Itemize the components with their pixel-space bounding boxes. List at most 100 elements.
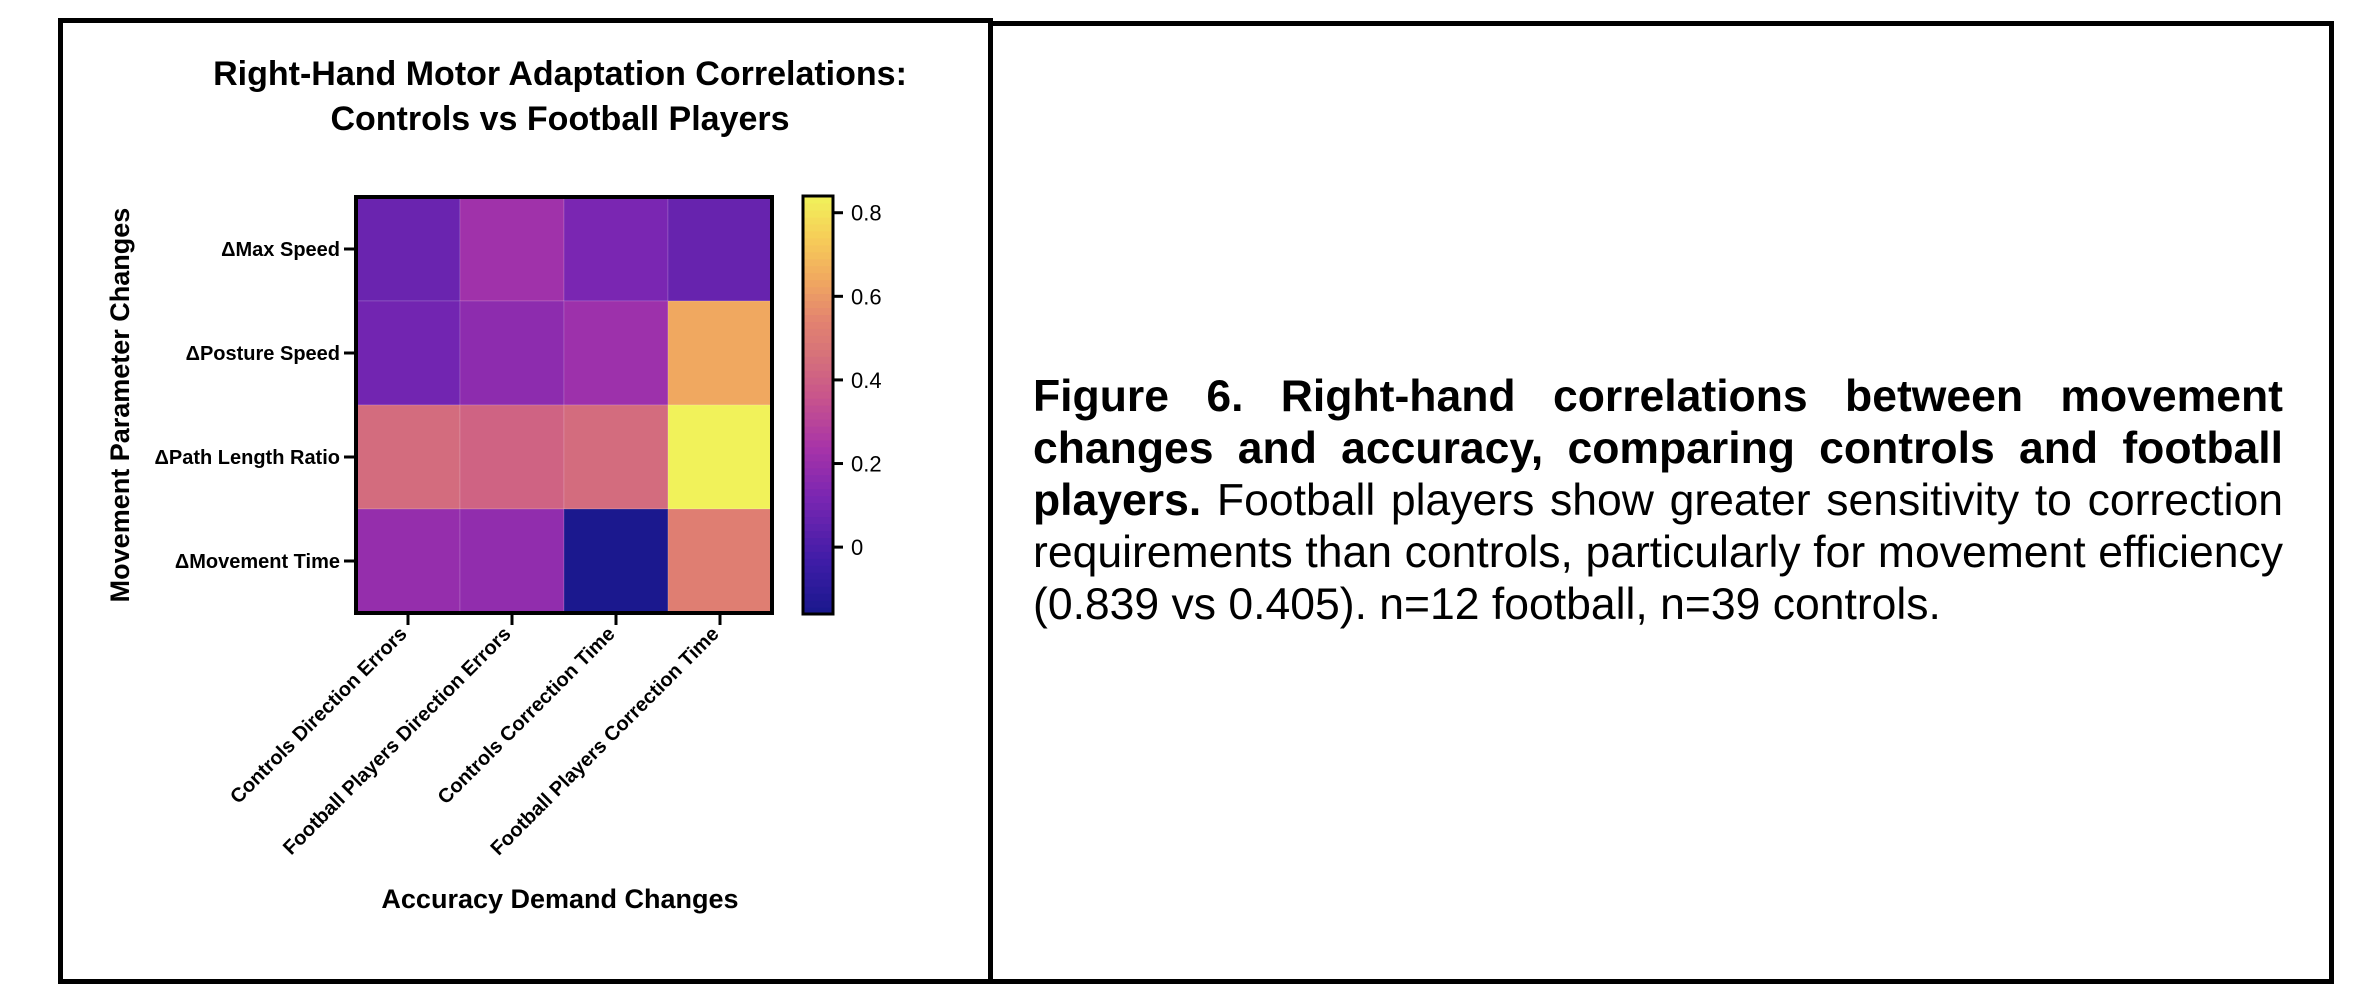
caption-text: Football players show greater sensitivit… [1033, 476, 2283, 629]
heatmap-cell [459, 508, 565, 614]
colorbar-segment [803, 558, 833, 566]
x-axis-label: Accuracy Demand Changes [381, 884, 738, 914]
colorbar-segment [803, 265, 833, 274]
colorbar-tick-label: 0.2 [851, 452, 882, 477]
colorbar-segment [803, 593, 833, 601]
colorbar-segment [803, 196, 833, 204]
colorbar-segment [803, 572, 833, 580]
heatmap-cell [459, 196, 565, 302]
chart-panel: Right-Hand Motor Adaptation Correlations… [58, 18, 993, 984]
colorbar-segment [803, 384, 833, 392]
colorbar-segment [803, 586, 833, 594]
heatmap-cell [355, 404, 461, 510]
heatmap-cell [667, 300, 773, 406]
colorbar-segment [803, 405, 833, 413]
y-tick-label: ΔPath Length Ratio [155, 447, 340, 469]
colorbar-segment [803, 530, 833, 538]
colorbar-segment [803, 370, 833, 378]
colorbar-segment [803, 279, 833, 288]
heatmap-cell [563, 404, 669, 510]
colorbar-segment [803, 314, 833, 322]
x-tick-label: Football Players Correction Time [487, 623, 724, 860]
colorbar-segment [803, 516, 833, 525]
colorbar-segment [803, 453, 833, 462]
colorbar-frame [801, 194, 835, 616]
colorbar-segment [803, 209, 833, 218]
colorbar-segment [803, 272, 833, 281]
heatmap-cell [563, 300, 669, 406]
colorbar-segment [803, 425, 833, 434]
colorbar-segment [803, 286, 833, 295]
figure-caption: Figure 6. Right-hand correlations betwee… [1033, 371, 2283, 631]
plot-frame [354, 195, 774, 615]
colorbar-segment [803, 502, 833, 511]
colorbar-segment [803, 565, 833, 573]
colorbar-tick-label: 0 [851, 535, 863, 560]
heatmap-cell [459, 300, 565, 406]
heatmap-cell [563, 508, 669, 614]
chart-title-line: Controls vs Football Players [330, 100, 789, 138]
heatmap-cell [355, 196, 461, 302]
colorbar-segment [803, 342, 833, 350]
heatmap-cell [355, 508, 461, 614]
colorbar-segment [803, 244, 833, 253]
heatmap-cell [667, 196, 773, 302]
colorbar-tick-label: 0.6 [851, 284, 882, 309]
colorbar-segment [803, 551, 833, 559]
chart-title-line: Right-Hand Motor Adaptation Correlations… [213, 55, 907, 93]
colorbar-segment [803, 293, 833, 302]
colorbar-segment [803, 258, 833, 267]
x-tick-label: Football Players Direction Errors [279, 623, 515, 859]
heatmap-cell [355, 300, 461, 406]
y-axis-label: Movement Parameter Changes [105, 208, 135, 603]
chart-title: Right-Hand Motor Adaptation Correlations… [213, 55, 907, 138]
colorbar-segment [803, 418, 833, 427]
colorbar-tick-label: 0.4 [851, 368, 882, 393]
colorbar-segment [803, 523, 833, 531]
colorbar-segment [803, 398, 833, 406]
colorbar-segment [803, 216, 833, 225]
colorbar-segment [803, 481, 833, 490]
colorbar-segment [803, 230, 833, 239]
colorbar-segment [803, 446, 833, 455]
colorbar-segment [803, 600, 833, 608]
colorbar-segment [803, 335, 833, 343]
colorbar-segment [803, 432, 833, 441]
heatmap-cell [667, 508, 773, 614]
colorbar-segment [803, 223, 833, 232]
caption-bold: Figure 6. Right-hand correlations betwee… [1033, 372, 2283, 525]
colorbar-segment [803, 321, 833, 329]
heatmap-cell [459, 404, 565, 510]
colorbar-segment [803, 237, 833, 246]
y-tick-label: ΔMax Speed [221, 239, 340, 261]
caption-panel: Figure 6. Right-hand correlations betwee… [988, 21, 2334, 984]
colorbar-segment [803, 328, 833, 336]
x-tick-label: Controls Correction Time [434, 623, 620, 809]
colorbar-segment [803, 488, 833, 497]
colorbar-segment [803, 467, 833, 476]
colorbar-segment [803, 544, 833, 552]
heatmap-chart: Right-Hand Motor Adaptation Correlations… [105, 55, 907, 914]
colorbar-segment [803, 411, 833, 420]
colorbar-segment [803, 509, 833, 518]
colorbar-segment [803, 474, 833, 483]
colorbar-segment [803, 460, 833, 469]
colorbar-segment [803, 251, 833, 260]
colorbar-segment [803, 363, 833, 371]
colorbar-segment [803, 300, 833, 309]
colorbar-segment [803, 307, 833, 316]
colorbar-segment [803, 349, 833, 357]
y-tick-label: ΔPosture Speed [186, 343, 340, 365]
colorbar-segment [803, 202, 833, 211]
x-tick-label: Controls Direction Errors [226, 623, 411, 808]
heatmap-cell [563, 196, 669, 302]
colorbar-segment [803, 607, 833, 615]
colorbar-segment [803, 356, 833, 364]
colorbar-segment [803, 495, 833, 504]
heatmap-cell [667, 404, 773, 510]
colorbar-segment [803, 391, 833, 399]
colorbar-tick-label: 0.8 [851, 201, 882, 226]
colorbar-segment [803, 439, 833, 448]
colorbar-segment [803, 377, 833, 385]
colorbar-segment [803, 579, 833, 587]
